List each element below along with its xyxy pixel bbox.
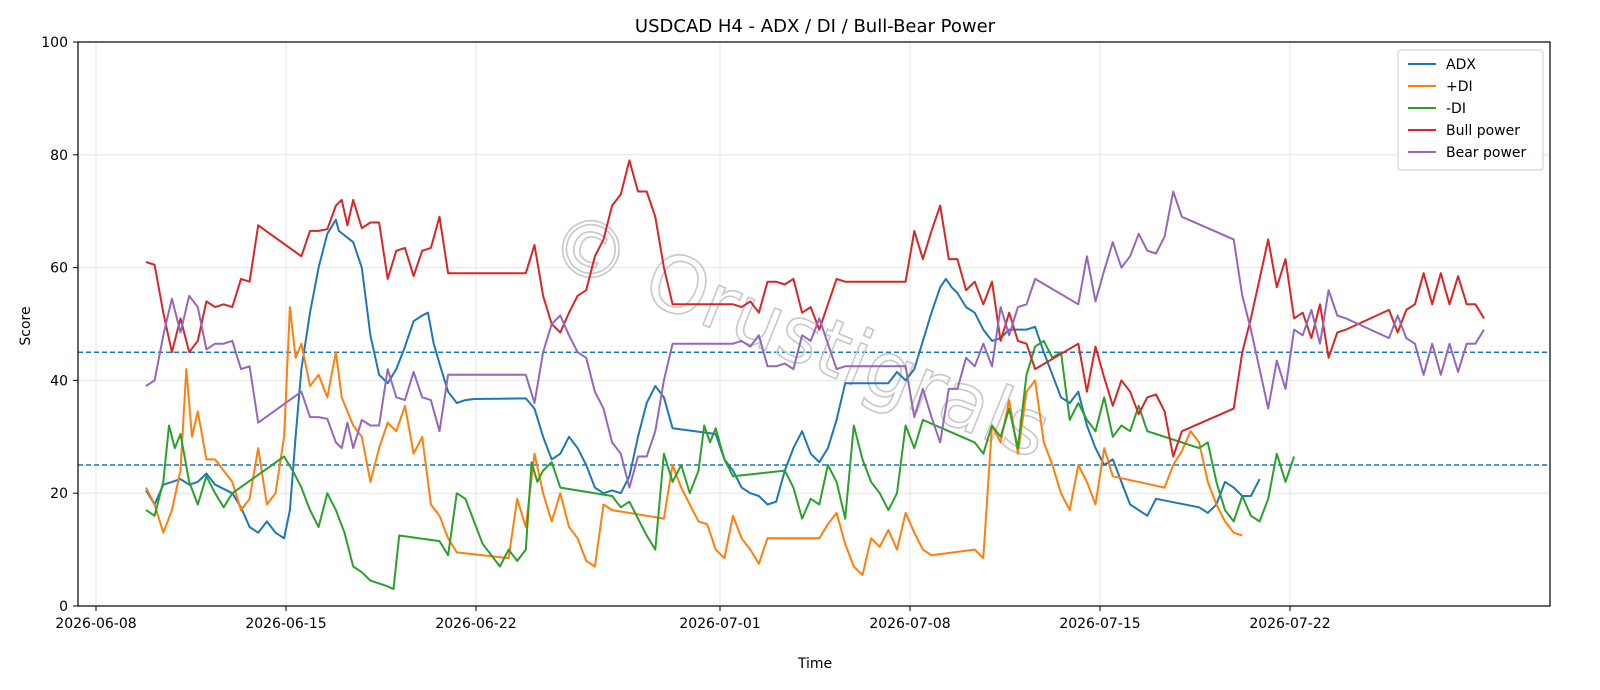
x-tick-label: 2026-07-01 — [679, 616, 760, 632]
series-lines — [145, 159, 1485, 591]
chart-title: USDCAD H4 - ADX / DI / Bull-Bear Power — [635, 16, 996, 37]
series-line-bear-power — [145, 190, 1485, 489]
x-axis-ticks: 2026-06-08 2026-06-15 2026-06-22 2026-07-01… — [55, 606, 1331, 632]
series-line-di — [145, 339, 1296, 591]
x-axis-label: Time — [797, 656, 832, 672]
y-tick-label: 0 — [59, 599, 68, 615]
legend-label: +DI — [1446, 79, 1473, 95]
legend-box — [1397, 49, 1544, 171]
x-tick-label: 2026-06-22 — [435, 616, 516, 632]
y-axis-label: Score — [18, 306, 34, 345]
series-line-bull-power — [145, 159, 1485, 458]
series-line-adx — [145, 218, 1261, 540]
x-tick-label: 2026-07-08 — [869, 616, 950, 632]
y-tick-label: 40 — [50, 373, 68, 389]
y-tick-label: 20 — [50, 486, 68, 502]
reference-lines — [78, 351, 1550, 466]
y-tick-label: 80 — [50, 148, 68, 164]
plot-frame — [77, 41, 1551, 607]
legend-label: Bear power — [1446, 145, 1527, 161]
x-tick-label: 2026-06-15 — [245, 616, 326, 632]
legend-label: Bull power — [1446, 123, 1520, 139]
series-line-di — [145, 306, 1243, 576]
legend: ADX +DI -DI Bull power Bear power — [1397, 49, 1544, 171]
x-tick-label: 2026-07-15 — [1059, 616, 1140, 632]
legend-label: -DI — [1446, 101, 1466, 117]
y-axis-ticks: 0 20 40 60 80 100 — [41, 35, 78, 615]
legend-label: ADX — [1446, 57, 1476, 73]
x-tick-label: 2026-07-22 — [1249, 616, 1330, 632]
y-tick-label: 100 — [41, 35, 68, 51]
y-tick-label: 60 — [50, 261, 68, 277]
x-tick-label: 2026-06-08 — [55, 616, 136, 632]
